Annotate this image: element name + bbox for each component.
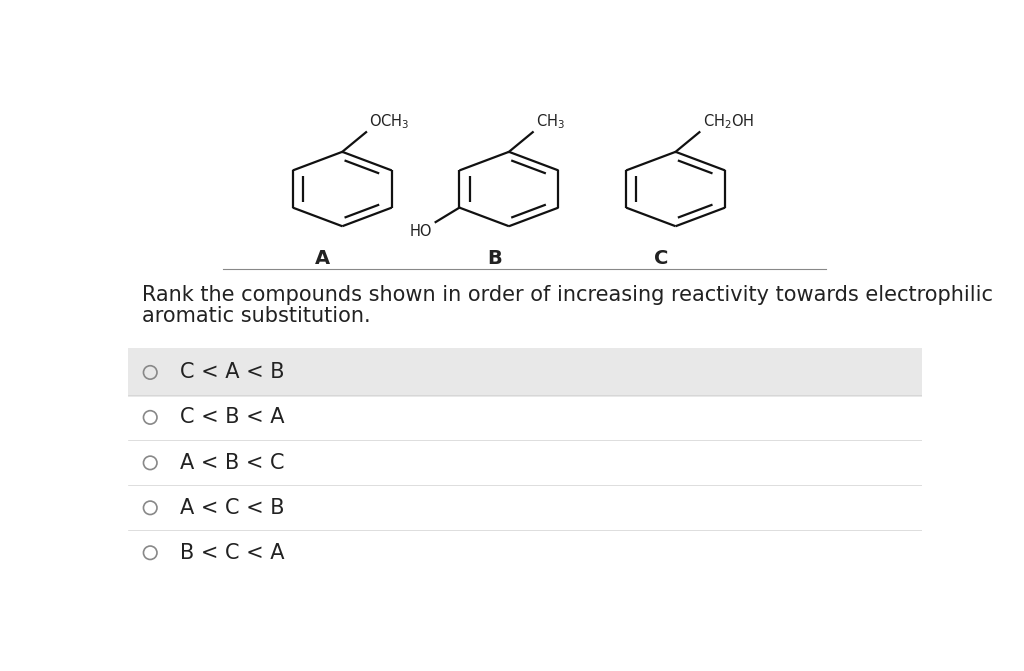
Text: A: A bbox=[314, 249, 330, 268]
Text: C < A < B: C < A < B bbox=[179, 362, 284, 382]
Text: aromatic substitution.: aromatic substitution. bbox=[142, 305, 371, 325]
Text: CH$_3$: CH$_3$ bbox=[536, 112, 565, 131]
Text: CH$_2$OH: CH$_2$OH bbox=[702, 112, 754, 131]
Text: Rank the compounds shown in order of increasing reactivity towards electrophilic: Rank the compounds shown in order of inc… bbox=[142, 285, 993, 305]
Text: B: B bbox=[487, 249, 502, 268]
Text: A < C < B: A < C < B bbox=[179, 498, 284, 518]
Text: OCH$_3$: OCH$_3$ bbox=[370, 112, 410, 131]
Text: B < C < A: B < C < A bbox=[179, 543, 284, 563]
Text: HO: HO bbox=[410, 223, 432, 239]
Text: C < B < A: C < B < A bbox=[179, 407, 284, 427]
FancyBboxPatch shape bbox=[128, 348, 922, 397]
Text: C: C bbox=[654, 249, 669, 268]
Text: A < B < C: A < B < C bbox=[179, 453, 284, 473]
